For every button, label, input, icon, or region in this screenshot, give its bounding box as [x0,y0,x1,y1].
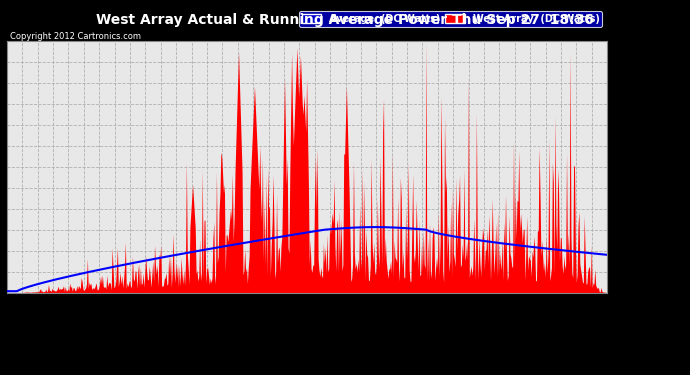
Text: Copyright 2012 Cartronics.com: Copyright 2012 Cartronics.com [10,32,141,41]
Text: West Array Actual & Running Average Power Thu Sep 27  18:36: West Array Actual & Running Average Powe… [96,13,594,27]
Legend: Average  (DC Watts), West Array  (DC Watts): Average (DC Watts), West Array (DC Watts… [299,11,602,27]
